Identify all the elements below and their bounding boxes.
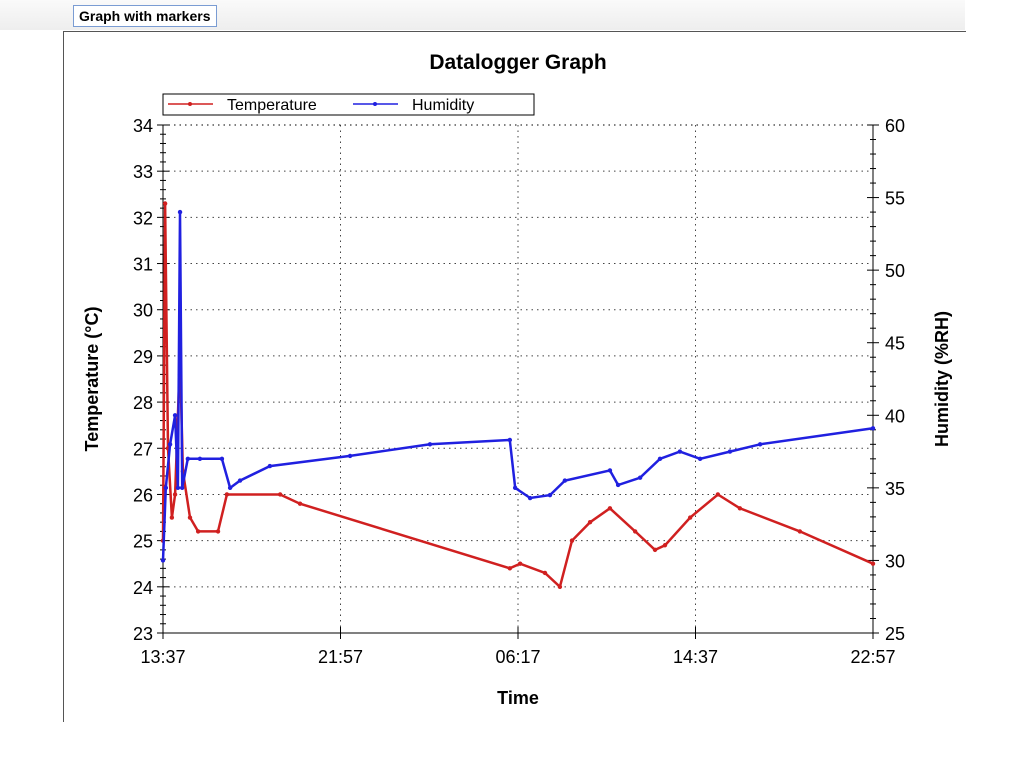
temperature-marker — [542, 570, 548, 576]
humidity-marker — [237, 478, 243, 483]
humidity-marker — [637, 475, 643, 480]
humidity-marker — [172, 413, 178, 418]
humidity-marker — [197, 456, 203, 462]
humidity-marker — [427, 442, 433, 447]
temperature-marker — [215, 529, 221, 534]
humidity-marker — [512, 485, 518, 491]
legend: Temperature Humidity — [162, 93, 535, 116]
y2-tick-label: 30 — [885, 551, 905, 571]
humidity-marker — [757, 442, 763, 447]
y2-axis-label: Humidity (%RH) — [932, 311, 952, 447]
y-tick-label: 29 — [133, 347, 153, 367]
temperature-marker — [507, 566, 513, 571]
humidity-marker — [697, 456, 703, 462]
humidity-marker — [657, 456, 663, 462]
temperature-marker — [715, 492, 721, 497]
temperature-marker — [277, 492, 283, 497]
y-tick-label: 23 — [133, 624, 153, 644]
x-tick-label: 21:57 — [318, 647, 363, 667]
humidity-marker — [507, 437, 513, 443]
y-tick-label: 24 — [133, 578, 153, 598]
humidity-marker — [547, 492, 553, 498]
humidity-marker — [267, 463, 273, 469]
y-tick-label: 26 — [133, 485, 153, 505]
y-tick-label: 34 — [133, 116, 153, 136]
humidity-marker — [179, 485, 185, 491]
x-tick-label: 22:57 — [850, 647, 895, 667]
temperature-marker — [169, 515, 175, 520]
humidity-marker — [347, 453, 353, 459]
temperature-marker — [569, 538, 575, 543]
y-axis-label: Temperature (°C) — [82, 307, 102, 452]
legend-humidity-label: Humidity — [412, 97, 474, 114]
humidity-marker — [177, 209, 183, 215]
chart-frame — [63, 31, 966, 722]
temperature-marker — [195, 529, 201, 534]
humidity-marker — [727, 449, 733, 454]
humidity-marker — [562, 478, 568, 483]
humidity-marker — [227, 485, 233, 491]
temperature-marker — [797, 529, 803, 534]
y2-tick-label: 60 — [885, 116, 905, 136]
humidity-marker — [185, 456, 191, 462]
temperature-marker — [737, 506, 743, 511]
series-humidity-line — [161, 212, 874, 561]
temperature-marker — [662, 543, 668, 548]
humidity-marker — [677, 449, 683, 454]
humidity-marker — [527, 495, 533, 501]
y2-tick-label: 35 — [885, 479, 905, 499]
tab-graph-with-markers[interactable]: Graph with markers — [73, 5, 217, 27]
temperature-marker — [224, 492, 230, 497]
humidity-marker — [167, 442, 173, 447]
y-tick-label: 25 — [133, 532, 153, 552]
temperature-marker — [652, 547, 658, 553]
humidity-marker — [175, 485, 181, 491]
chart-title: Datalogger Graph — [429, 51, 606, 74]
temperature-marker — [687, 515, 693, 520]
y-tick-label: 32 — [133, 208, 153, 228]
temperature-marker — [587, 519, 593, 525]
y2-tick-label: 50 — [885, 261, 905, 281]
x-axis-label: Time — [497, 688, 539, 708]
legend-temperature-label: Temperature — [227, 97, 317, 114]
humidity-marker — [615, 482, 621, 488]
y-tick-label: 27 — [133, 439, 153, 459]
y2-tick-label: 45 — [885, 334, 905, 354]
temperature-marker — [607, 506, 613, 511]
temperature-marker — [517, 561, 523, 566]
temperature-marker — [172, 492, 178, 497]
x-tick-label: 06:17 — [495, 647, 540, 667]
humidity-marker — [870, 426, 876, 431]
y-tick-label: 31 — [133, 255, 153, 275]
y2-tick-label: 25 — [885, 624, 905, 644]
y2-tick-label: 55 — [885, 189, 905, 209]
toolbar: Graph with markers — [0, 0, 965, 30]
x-tick-label: 14:37 — [673, 647, 718, 667]
y-tick-label: 30 — [133, 301, 153, 321]
humidity-marker — [219, 456, 225, 462]
temperature-marker — [557, 584, 563, 590]
temperature-marker — [632, 529, 638, 534]
temperature-marker — [187, 515, 193, 520]
y-tick-label: 28 — [133, 393, 153, 413]
temperature-marker — [297, 501, 303, 506]
humidity-marker — [607, 468, 613, 473]
temperature-marker — [162, 201, 168, 206]
humidity-marker — [163, 485, 169, 491]
y2-tick-label: 40 — [885, 406, 905, 426]
y-tick-label: 33 — [133, 162, 153, 182]
humidity-marker — [160, 558, 166, 563]
temperature-marker — [870, 561, 876, 566]
x-tick-label: 13:37 — [140, 647, 185, 667]
